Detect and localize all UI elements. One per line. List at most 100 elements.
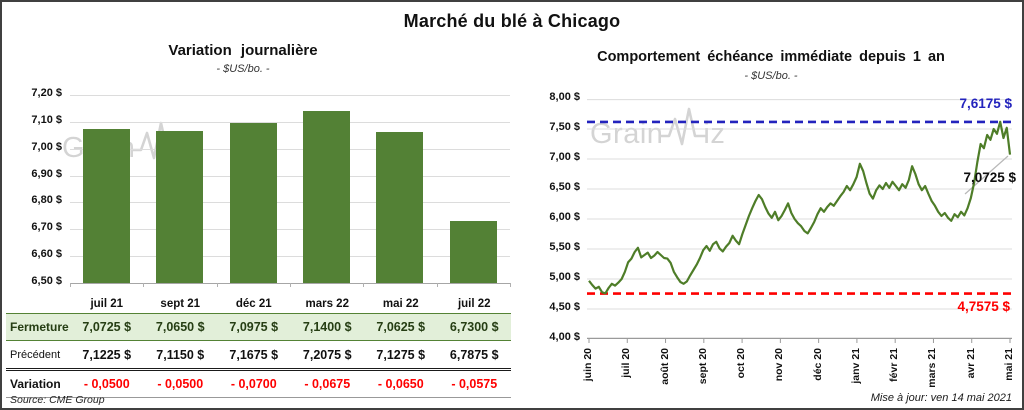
price-line xyxy=(588,120,1012,295)
table-row-previous: Précédent 7,1225 $ 7,1150 $ 7,1675 $ 7,2075 … xyxy=(6,341,511,371)
source-note: Source: CME Group xyxy=(10,394,105,406)
bar-déc-21 xyxy=(229,122,277,283)
bar-slot xyxy=(70,95,143,283)
bar-sept-21 xyxy=(156,131,204,283)
bar-slot xyxy=(363,95,436,283)
min-price-label: 4,7575 $ xyxy=(957,299,1010,314)
x-axis-label: août 20 xyxy=(658,348,671,385)
y-axis-tick-label: 6,00 $ xyxy=(549,211,580,223)
bar-slot xyxy=(290,95,363,283)
y-axis-tick-label: 4,50 $ xyxy=(549,301,580,313)
x-axis-label: déc 20 xyxy=(811,348,824,381)
gridline xyxy=(70,121,510,123)
bar-juil-21 xyxy=(83,129,131,283)
y-axis-tick-label: 6,60 $ xyxy=(31,248,62,261)
y-axis-tick-label: 6,50 $ xyxy=(549,181,580,193)
table-cell: 7,1150 $ xyxy=(156,347,205,362)
watermark-text-left: Grain xyxy=(590,118,664,151)
bar-juil-22 xyxy=(449,221,497,283)
table-cell: 7,0725 $ xyxy=(82,320,132,334)
axis-tick xyxy=(216,283,218,287)
update-note: Mise à jour: ven 14 mai 2021 xyxy=(870,392,1012,404)
gridline xyxy=(70,95,510,96)
month-header-cell: mars 22 xyxy=(305,297,349,310)
table-row-variation: Variation - 0,0500 - 0,0500 - 0,0700 - 0,067… xyxy=(6,371,511,398)
x-axis-label: juil 20 xyxy=(620,348,633,378)
line-chart-subtitle: - $US/bo. - xyxy=(744,70,798,82)
y-axis-tick-label: 6,50 $ xyxy=(31,275,62,287)
table-row-closing: Fermeture 7,0725 $ 7,0650 $ 7,0975 $ 7,1400 … xyxy=(6,313,511,341)
y-axis-tick-label: 8,00 $ xyxy=(549,91,580,103)
month-header-cell: juil 22 xyxy=(457,297,491,310)
table-cell: 7,0650 $ xyxy=(155,320,205,334)
bar-mars-22 xyxy=(303,111,351,283)
gridline xyxy=(70,256,510,258)
pulse-icon xyxy=(660,107,707,146)
line-chart-title: Comportement échéance immédiate depuis 1… xyxy=(597,49,945,65)
axis-tick xyxy=(363,283,365,287)
table-cell: 6,7300 $ xyxy=(449,320,499,334)
table-cell: - 0,0650 xyxy=(377,377,424,391)
month-header-cell: sept 21 xyxy=(160,297,201,310)
gridline xyxy=(70,148,510,150)
table-header-row: juil 21 sept 21 déc 21 mars 22 mai 22 juil 22 xyxy=(6,294,511,313)
x-axis-label: oct 20 xyxy=(735,348,748,379)
x-axis-label: janv 21 xyxy=(849,348,862,384)
x-axis-label: juin 20 xyxy=(582,348,594,382)
y-axis-tick-label: 7,00 $ xyxy=(549,151,580,163)
table-cell: 7,0975 $ xyxy=(229,320,279,334)
bar-chart-title: Variation journalière xyxy=(168,42,318,59)
table-cell: - 0,0575 xyxy=(451,377,498,391)
gridline xyxy=(70,229,510,231)
table-cell: 7,1225 $ xyxy=(82,347,132,362)
axis-tick xyxy=(143,283,145,287)
y-axis-tick-label: 6,90 $ xyxy=(31,167,62,180)
bar-chart-plot-area xyxy=(70,95,511,287)
bar-series xyxy=(70,95,510,283)
max-price-label: 7,6175 $ xyxy=(959,96,1012,111)
table-cell: 7,2075 $ xyxy=(302,347,352,362)
last-price-label: 7,0725 $ xyxy=(963,170,1016,185)
axis-tick xyxy=(290,283,291,287)
month-header-cell: déc 21 xyxy=(235,297,272,310)
table-cell: 7,1400 $ xyxy=(302,320,352,334)
row-label: Fermeture xyxy=(10,320,69,334)
y-axis-tick-label: 6,80 $ xyxy=(31,194,62,207)
y-axis-tick-label: 5,00 $ xyxy=(549,271,580,283)
row-label: Variation xyxy=(10,377,61,391)
watermark-text-right: iz xyxy=(703,118,726,151)
table-cell: 7,1675 $ xyxy=(229,347,279,362)
x-axis-label: sept 20 xyxy=(696,348,709,385)
table-cell: - 0,0500 xyxy=(83,377,130,391)
x-axis-label: nov 20 xyxy=(773,348,786,382)
page-title: Marché du blé à Chicago xyxy=(403,11,621,31)
table-cell: 7,0625 $ xyxy=(376,320,426,334)
table-cell: 7,1275 $ xyxy=(376,347,426,362)
row-label: Précédent xyxy=(10,348,61,361)
axis-tick xyxy=(436,283,438,287)
y-axis-tick-label: 4,00 $ xyxy=(549,331,580,343)
bar-chart-subtitle: - $US/bo. - xyxy=(216,63,270,75)
grainwiz-watermark: Grain iz xyxy=(590,106,726,151)
table-cell: 6,7875 $ xyxy=(449,347,499,362)
month-header-cell: juil 21 xyxy=(90,297,124,310)
y-axis-tick-label: 7,00 $ xyxy=(31,140,62,153)
y-axis-tick-label: 7,20 $ xyxy=(31,87,62,99)
axis-tick xyxy=(70,283,71,287)
y-axis-tick-label: 5,50 $ xyxy=(549,241,580,253)
table-cell: - 0,0675 xyxy=(304,377,351,391)
y-axis-tick-label: 7,10 $ xyxy=(31,113,62,126)
price-table: juil 21 sept 21 déc 21 mars 22 mai 22 juil 22… xyxy=(6,294,511,398)
bar-mai-22 xyxy=(376,131,424,283)
gridline xyxy=(70,175,510,177)
gridline xyxy=(70,202,510,204)
axis-tick xyxy=(510,283,511,287)
y-axis-tick-label: 7,50 $ xyxy=(549,121,580,133)
bar-slot xyxy=(437,95,510,283)
line-chart-plot-area xyxy=(587,99,1012,343)
month-header-cell: mai 22 xyxy=(382,297,419,310)
y-axis-tick-label: 6,70 $ xyxy=(31,221,62,234)
bar-slot xyxy=(217,95,290,283)
bar-slot xyxy=(143,95,216,283)
